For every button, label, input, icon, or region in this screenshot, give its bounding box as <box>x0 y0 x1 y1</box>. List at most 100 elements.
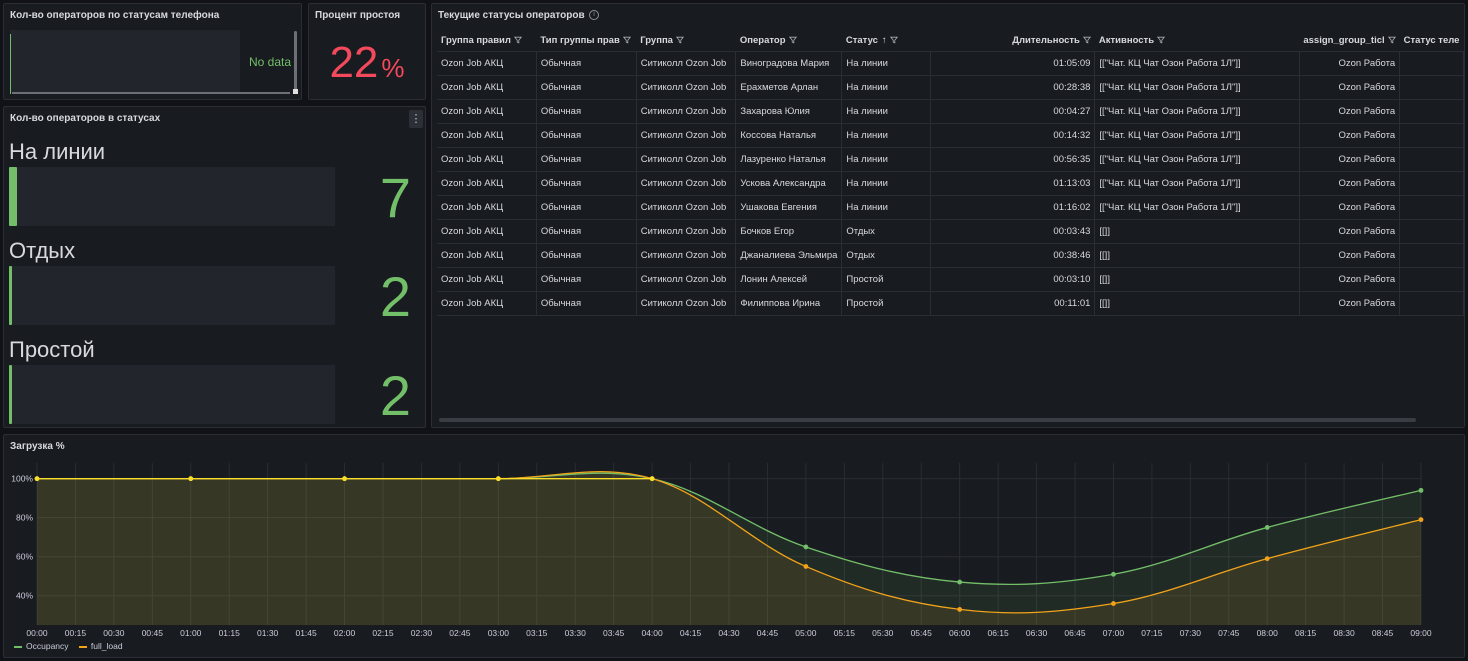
filter-icon[interactable] <box>786 35 797 46</box>
filter-icon[interactable] <box>1385 35 1396 46</box>
column-header-label: Группа правил <box>441 35 511 47</box>
table-cell: [[]] <box>1094 243 1300 268</box>
table-row[interactable]: Ozon Job АКЦ Обычная Ситиколл Ozon Job Лазу… <box>437 147 1464 172</box>
data-point-full_load[interactable] <box>649 476 655 482</box>
column-header[interactable]: Группа <box>636 31 736 52</box>
table-cell: Ozon Работа <box>1299 291 1401 316</box>
x-tick-label: 06:30 <box>1026 628 1048 638</box>
x-tick-label: 04:00 <box>641 628 663 638</box>
table-cell <box>1399 51 1464 76</box>
table-cell: Ozon Работа <box>1299 75 1401 100</box>
table-row[interactable]: Ozon Job АКЦ Обычная Ситиколл Ozon Job Уско… <box>437 171 1464 196</box>
filter-icon[interactable] <box>1154 35 1166 46</box>
filter-icon[interactable] <box>1080 35 1091 46</box>
table-cell: Ситиколл Ozon Job <box>636 291 737 316</box>
data-point-Occupancy[interactable] <box>1418 487 1424 493</box>
column-header[interactable]: Группа правил <box>437 31 537 52</box>
data-point-full_load[interactable] <box>1418 517 1424 523</box>
resize-handle[interactable] <box>293 89 298 94</box>
table-row[interactable]: Ozon Job АКЦ Обычная Ситиколл Ozon Job Вино… <box>437 51 1464 76</box>
table-cell: Бочков Егор <box>735 219 843 244</box>
phone-status-panel: Кол-во операторов по статусам телефона N… <box>3 3 302 100</box>
legend-label-full-load: full_load <box>90 641 123 651</box>
gauge-idle <box>9 365 335 424</box>
table-cell <box>1399 99 1464 124</box>
table-cell: Ситиколл Ozon Job <box>636 219 737 244</box>
filter-icon[interactable] <box>673 35 684 46</box>
table-row[interactable]: Ozon Job АКЦ Обычная Ситиколл Ozon Job Заха… <box>437 99 1464 124</box>
table-cell: На линии <box>841 147 931 172</box>
filter-icon[interactable] <box>620 35 631 46</box>
y-tick-label: 80% <box>16 513 33 523</box>
table-cell: 00:56:35 <box>930 147 1096 172</box>
series-area-full_load <box>37 471 1421 625</box>
table-cell: Филиппова Ирина <box>735 291 843 316</box>
table-cell: Ozon Job АКЦ <box>437 147 537 172</box>
table-cell: Ozon Работа <box>1299 51 1401 76</box>
data-point-Occupancy[interactable] <box>957 579 963 585</box>
column-header-label: Группа <box>640 35 673 47</box>
table-cell: На линии <box>841 123 931 148</box>
table-cell <box>1399 267 1464 292</box>
x-tick-label: 06:45 <box>1064 628 1086 638</box>
gauge-fill-rest <box>9 266 12 325</box>
horizontal-scrollbar[interactable] <box>12 92 290 94</box>
x-tick-label: 04:45 <box>757 628 779 638</box>
x-tick-label: 06:15 <box>987 628 1009 638</box>
table-row[interactable]: Ozon Job АКЦ Обычная Ситиколл Ozon Job Лони… <box>437 267 1464 292</box>
data-point-full_load[interactable] <box>803 564 809 569</box>
filter-icon <box>1157 37 1166 44</box>
legend-item-occupancy[interactable]: Occupancy <box>14 641 69 651</box>
filter-icon <box>622 37 631 44</box>
legend-item-full-load[interactable]: full_load <box>78 641 123 651</box>
data-point-full_load[interactable] <box>1264 556 1270 562</box>
data-point-full_load[interactable] <box>34 476 40 482</box>
filter-icon[interactable] <box>887 35 898 46</box>
data-point-full_load[interactable] <box>957 606 963 612</box>
idle-percent-panel: Процент простоя 22% <box>308 3 426 100</box>
x-tick-label: 09:00 <box>1410 628 1432 638</box>
table-cell: Ситиколл Ozon Job <box>636 147 737 172</box>
data-point-full_load[interactable] <box>495 476 501 482</box>
table-cell: Обычная <box>536 123 637 148</box>
table-row[interactable]: Ozon Job АКЦ Обычная Ситиколл Ozon Job Бочк… <box>437 219 1464 244</box>
current-status-panel: Текущие статусы операторов i Группа прав… <box>431 3 1465 428</box>
table-cell <box>1399 123 1464 148</box>
data-point-Occupancy[interactable] <box>1111 571 1116 577</box>
table-row[interactable]: Ozon Job АКЦ Обычная Ситиколл Ozon Job Ерах… <box>437 75 1464 100</box>
x-tick-label: 01:30 <box>257 628 279 638</box>
table-row[interactable]: Ozon Job АКЦ Обычная Ситиколл Ozon Job Ушак… <box>437 195 1464 220</box>
table-horizontal-scrollbar[interactable] <box>439 418 1416 422</box>
data-point-full_load[interactable] <box>188 476 194 482</box>
idle-percent-number: 22 <box>329 38 379 87</box>
column-header[interactable]: Статус теле <box>1399 31 1464 52</box>
table-row[interactable]: Ozon Job АКЦ Обычная Ситиколл Ozon Job Джан… <box>437 243 1464 268</box>
info-icon[interactable]: i <box>589 10 599 20</box>
panel-menu-icon[interactable]: ⋮ <box>409 110 423 128</box>
table-cell: 01:16:02 <box>930 195 1096 220</box>
column-header[interactable]: Статус ↑ <box>841 31 931 52</box>
data-point-full_load[interactable] <box>1111 601 1116 606</box>
sort-ascending-icon[interactable]: ↑ <box>881 35 887 47</box>
x-tick-label: 08:30 <box>1333 628 1355 638</box>
column-header[interactable]: assign_group_ticl <box>1299 31 1400 52</box>
filter-icon[interactable] <box>511 35 522 46</box>
table-cell: Простой <box>841 291 931 316</box>
x-tick-label: 07:00 <box>1103 628 1125 638</box>
data-point-Occupancy[interactable] <box>803 544 809 550</box>
column-header[interactable]: Активность <box>1094 31 1300 52</box>
table-cell: Обычная <box>536 267 637 292</box>
data-point-full_load[interactable] <box>342 476 347 482</box>
table-cell: 01:13:03 <box>930 171 1096 196</box>
table-cell: [["Чат. КЦ Чат Озон Работа 1Л"]] <box>1094 123 1300 148</box>
x-tick-label: 07:45 <box>1218 628 1240 638</box>
column-header[interactable]: Длительность <box>930 31 1095 52</box>
vertical-scrollbar[interactable] <box>294 31 297 91</box>
table-row[interactable]: Ozon Job АКЦ Обычная Ситиколл Ozon Job Косс… <box>437 123 1464 148</box>
data-point-Occupancy[interactable] <box>1264 525 1270 530</box>
status-label-rest: Отдых <box>9 238 76 263</box>
column-header[interactable]: Оператор <box>735 31 842 52</box>
table-row[interactable]: Ozon Job АКЦ Обычная Ситиколл Ozon Job Фили… <box>437 291 1464 316</box>
table-cell: Обычная <box>536 147 637 172</box>
column-header[interactable]: Тип группы прав <box>536 31 637 52</box>
